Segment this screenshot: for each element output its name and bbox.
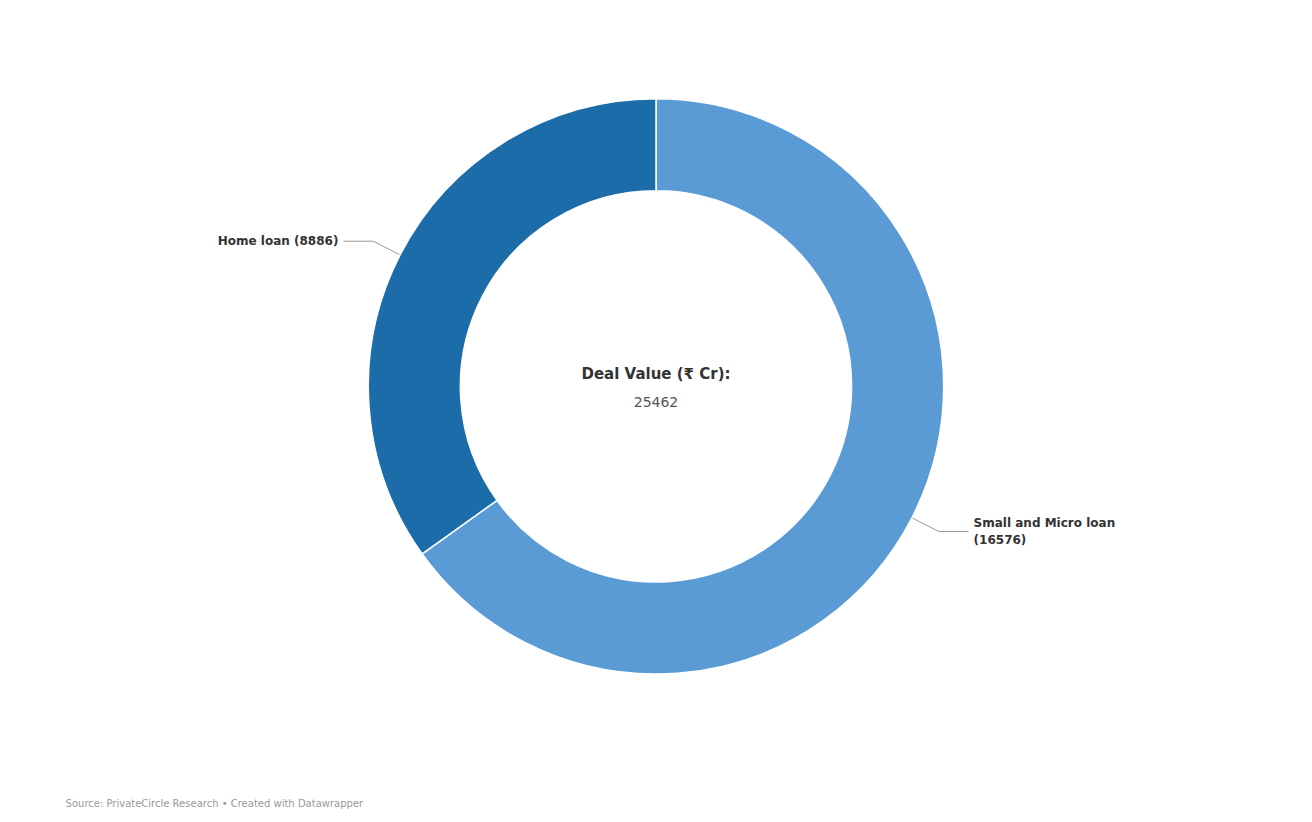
svg-text:Source: PrivateCircle Research: Source: PrivateCircle Research • Created…: [66, 798, 364, 809]
svg-text:Home loan (8886): Home loan (8886): [218, 234, 339, 248]
svg-text:Small and Micro loan: Small and Micro loan: [974, 516, 1116, 530]
svg-text:Deal Value (₹ Cr):: Deal Value (₹ Cr):: [581, 365, 730, 383]
svg-text:25462: 25462: [634, 394, 679, 410]
svg-text:(16576): (16576): [974, 533, 1027, 547]
